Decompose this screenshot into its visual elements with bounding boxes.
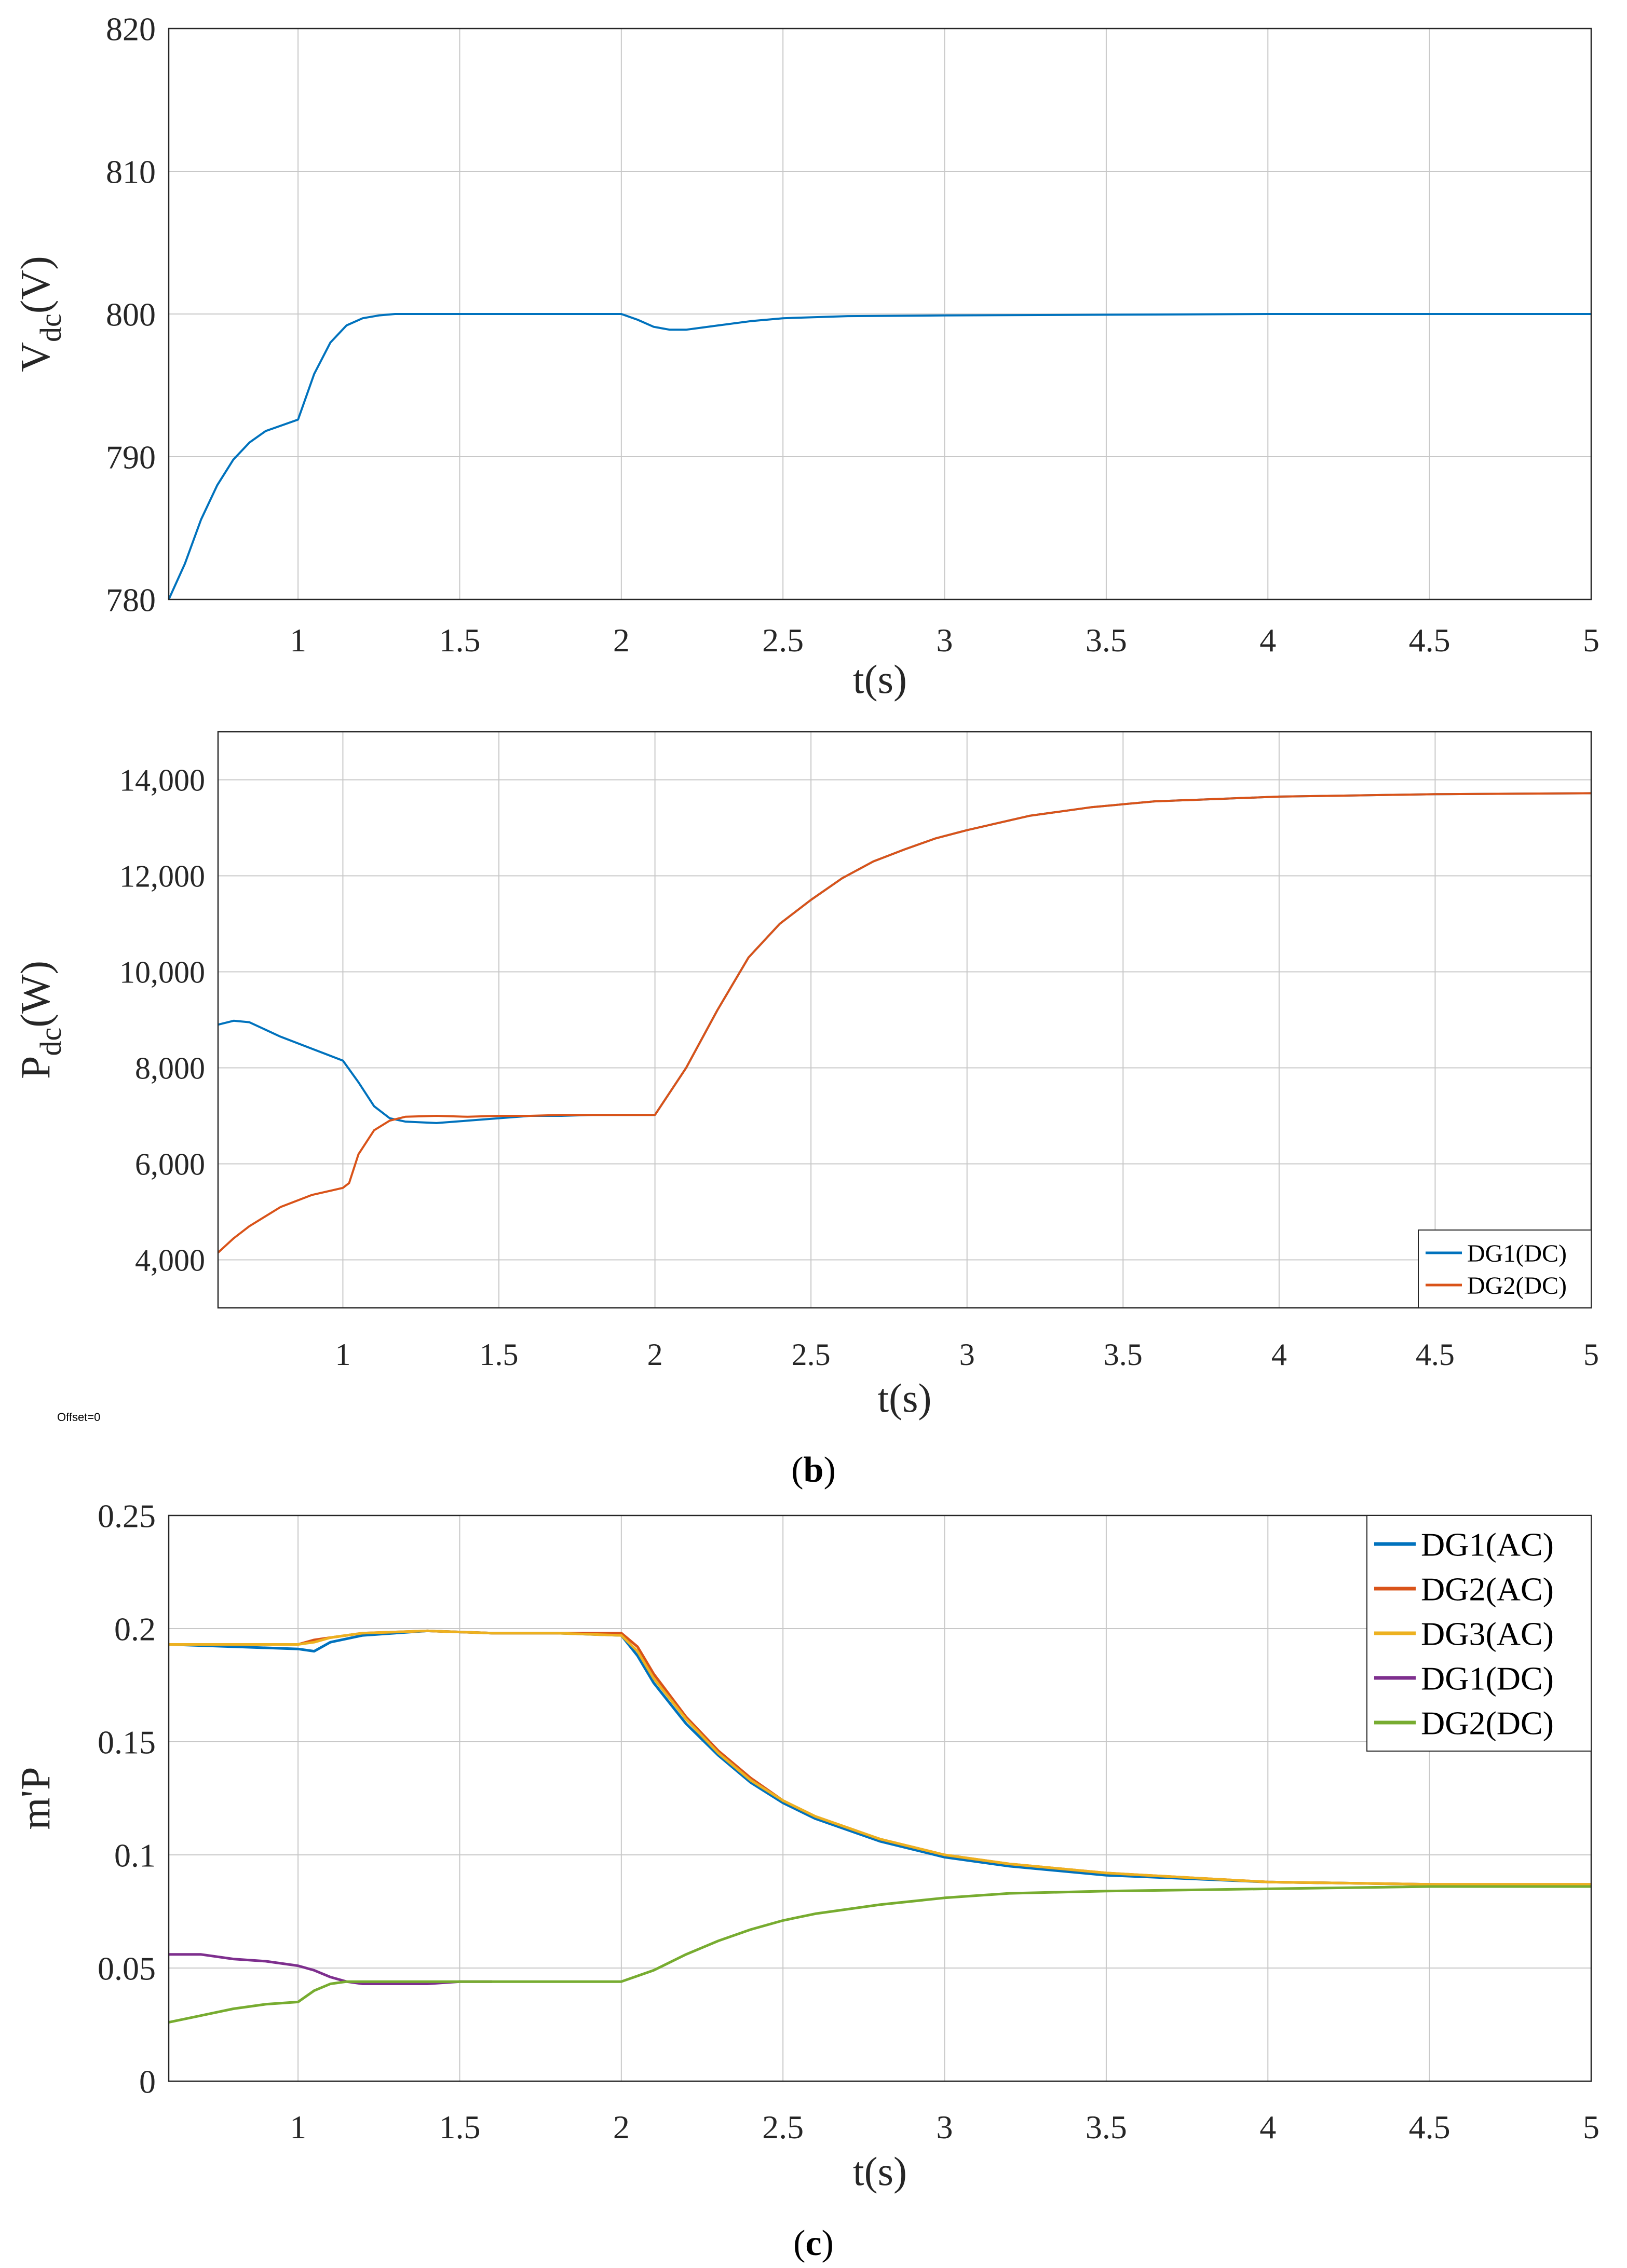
y-tick-label: 0.2 (114, 1610, 156, 1647)
y-axis-label-sub: dc (34, 1028, 67, 1056)
axes-frame (168, 28, 1592, 600)
x-tick-label: 5 (1583, 2109, 1599, 2146)
x-tick-label: 4.5 (1409, 2109, 1450, 2146)
x-tick-label: 1.5 (480, 1337, 519, 1372)
y-tick-label: 0.25 (98, 1497, 156, 1534)
caption-b-close: ) (823, 1450, 835, 1490)
y-axis-label-unit: (W) (13, 961, 59, 1028)
x-axis-label: t(s) (853, 2149, 907, 2194)
series-line-dg2-dc (168, 1885, 1591, 2024)
y-tick-label: 8,000 (135, 1051, 205, 1086)
chart-pdc: 1 1.5 2 2.5 3 3.5 4 4.5 5 4,000 6,000 8,000 10,000 12… (13, 731, 1599, 1420)
x-tick-label: 3.5 (1086, 622, 1127, 659)
x-tick-label: 4.5 (1416, 1337, 1455, 1372)
chart-vdc: 1 1.5 2 2.5 3 3.5 4 4.5 5 780 790 800 810 820 t(s) Vdc(… (13, 10, 1599, 702)
x-tick-label: 2.5 (762, 2109, 804, 2146)
legend: DG1(AC) DG2(AC) DG3(AC) DG1(DC) DG2(DC) (1366, 1515, 1592, 1752)
legend-label: DG3(AC) (1421, 1615, 1554, 1652)
x-tick-label: 1.5 (439, 2109, 480, 2146)
series-line-dg1-dc (169, 1953, 492, 1985)
caption-b: (b) (791, 1450, 836, 1490)
y-axis-label: Vdc(V) (13, 256, 67, 372)
y-tick-label: 780 (106, 581, 156, 618)
x-tick-label: 1 (290, 2109, 306, 2146)
x-tick-label: 2.5 (762, 622, 804, 659)
plot-area (218, 732, 1591, 1308)
y-axis-label-unit: (V) (13, 256, 59, 313)
caption-b-open: ( (791, 1450, 803, 1490)
y-tick-label: 820 (106, 10, 156, 47)
x-tick-label: 2 (647, 1337, 663, 1372)
legend: DG1(DC) DG2(DC) (1418, 1229, 1592, 1308)
x-tick-label: 1.5 (439, 622, 480, 659)
x-tick-label: 2.5 (792, 1337, 831, 1372)
x-tick-label: 4.5 (1409, 622, 1450, 659)
chart-mp: 1 1.5 2 2.5 3 3.5 4 4.5 5 0 0.05 0.1 0.15 0.2 0.25 t(s)… (13, 1497, 1599, 2194)
y-tick-label: 4,000 (135, 1244, 205, 1278)
y-tick-label: 10,000 (119, 955, 205, 990)
legend-label: DG2(AC) (1421, 1570, 1554, 1607)
series-line-dg1-ac (168, 1629, 1592, 1888)
caption-c: (c) (793, 2223, 834, 2263)
y-tick-label: 810 (106, 153, 156, 190)
y-tick-label: 12,000 (119, 859, 205, 894)
y-tick-label: 0 (139, 2063, 156, 2100)
series-line-dg2-dc (217, 792, 1592, 1254)
x-tick-label: 2 (613, 622, 630, 659)
series-line-dg3-ac (169, 1629, 1591, 1886)
y-axis-label-sub: dc (34, 313, 67, 342)
y-tick-label: 0.1 (114, 1837, 156, 1874)
x-axis-label: t(s) (878, 1375, 932, 1420)
y-axis-label: m'P (13, 1767, 59, 1829)
x-tick-label: 4 (1259, 622, 1276, 659)
legend-label: DG1(DC) (1467, 1240, 1567, 1267)
caption-c-letter: c (805, 2223, 821, 2263)
y-axis-label-main: P (13, 1056, 59, 1080)
x-axis-label: t(s) (853, 657, 907, 702)
y-axis-label-main: V (13, 342, 59, 372)
y-tick-label: 6,000 (135, 1147, 205, 1182)
x-tick-label: 5 (1583, 622, 1599, 659)
caption-c-open: ( (793, 2223, 805, 2263)
x-tick-label: 5 (1583, 1337, 1599, 1372)
legend-label: DG2(DC) (1467, 1272, 1567, 1300)
caption-c-close: ) (822, 2223, 834, 2263)
x-tick-label: 3 (937, 2109, 953, 2146)
y-tick-label: 14,000 (119, 763, 205, 798)
x-tick-label: 1 (335, 1337, 350, 1372)
caption-b-letter: b (804, 1450, 824, 1490)
y-axis-label-main: m'P (13, 1767, 59, 1829)
x-tick-label: 4 (1259, 2109, 1276, 2146)
y-axis-label: Pdc(W) (13, 961, 67, 1079)
axes-frame (168, 1514, 1592, 2082)
x-tick-label: 4 (1271, 1337, 1287, 1372)
legend-label: DG2(DC) (1421, 1704, 1554, 1741)
x-tick-label: 3 (959, 1337, 975, 1372)
legend-label: DG1(DC) (1421, 1660, 1554, 1697)
x-tick-label: 1 (290, 622, 306, 659)
legend-box (1418, 1229, 1592, 1308)
plot-area (169, 1515, 1591, 2081)
x-tick-label: 2 (613, 2109, 630, 2146)
x-tick-label: 3 (937, 622, 953, 659)
y-tick-label: 800 (106, 296, 156, 333)
legend-label: DG1(AC) (1421, 1526, 1554, 1563)
offset-label: Offset=0 (57, 1411, 100, 1424)
x-tick-label: 3.5 (1104, 1337, 1143, 1372)
y-tick-label: 0.05 (98, 1950, 156, 1987)
y-tick-label: 790 (106, 439, 156, 475)
x-tick-label: 3.5 (1086, 2109, 1127, 2146)
y-tick-label: 0.15 (98, 1724, 156, 1760)
series-line-vdc (168, 313, 1591, 600)
axes-frame (217, 731, 1592, 1309)
